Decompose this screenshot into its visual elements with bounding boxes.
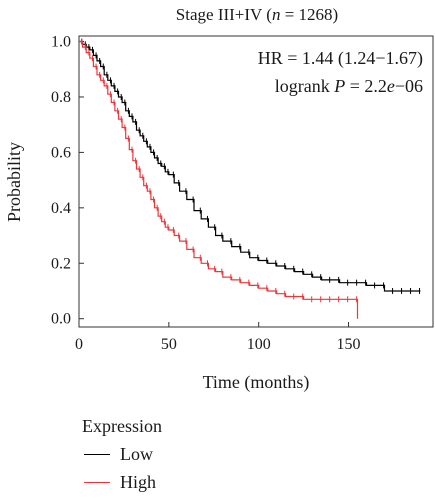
legend-swatch-low bbox=[84, 453, 110, 455]
legend-label-high: High bbox=[120, 472, 156, 492]
x-tick-label: 100 bbox=[247, 336, 271, 353]
hazard-ratio-annotation: HR = 1.44 (1.24−1.67) bbox=[258, 48, 423, 69]
x-axis-label: Time (months) bbox=[203, 372, 310, 393]
y-tick-label: 0.2 bbox=[51, 255, 71, 272]
survival-curve-low bbox=[79, 40, 421, 292]
y-tick-label: 0.8 bbox=[51, 89, 71, 106]
chart-title: Stage III+IV (n = 1268) bbox=[176, 5, 338, 24]
legend-item-low: Low bbox=[82, 440, 162, 468]
legend-item-high: High bbox=[82, 468, 162, 496]
survival-chart: Stage III+IV (n = 1268) 0.0 0.2 0.4 0.6 0.8 1… bbox=[4, 5, 434, 393]
y-tick-label: 1.0 bbox=[51, 34, 71, 51]
y-axis-label: Probability bbox=[4, 142, 24, 222]
y-tick-label: 0.6 bbox=[51, 144, 71, 161]
plot-frame bbox=[78, 35, 434, 328]
x-tick-label: 0 bbox=[75, 336, 83, 353]
legend-title: Expression bbox=[82, 416, 162, 436]
logrank-annotation: logrank P = 2.2e−06 bbox=[275, 76, 423, 96]
legend-swatch-high bbox=[84, 481, 110, 483]
x-axis: 0 50 100 150 bbox=[75, 322, 361, 353]
x-tick-label: 50 bbox=[161, 336, 177, 353]
y-tick-label: 0.4 bbox=[51, 200, 71, 217]
survival-curves bbox=[79, 38, 421, 319]
survival-curve-high bbox=[79, 40, 359, 319]
legend-label-low: Low bbox=[120, 444, 153, 464]
y-tick-label: 0.0 bbox=[51, 311, 71, 328]
x-tick-label: 150 bbox=[337, 336, 361, 353]
legend: Expression Low High bbox=[82, 412, 162, 496]
y-axis: 0.0 0.2 0.4 0.6 0.8 1.0 bbox=[51, 34, 84, 328]
